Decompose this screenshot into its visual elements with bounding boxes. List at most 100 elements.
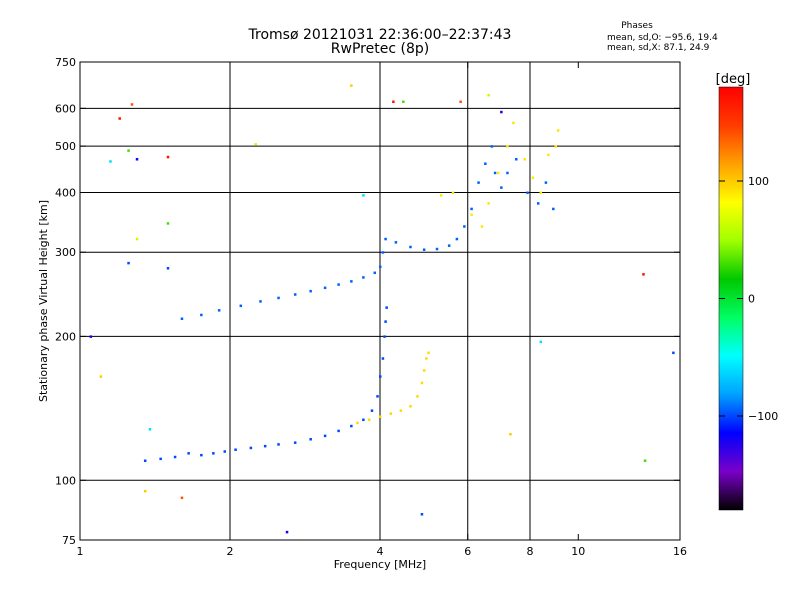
grid-lines: [80, 62, 680, 540]
data-point: [420, 381, 424, 385]
data-point: [367, 418, 371, 422]
data-point: [402, 100, 405, 104]
data-point: [89, 335, 93, 338]
data-point: [480, 225, 484, 228]
data-point: [506, 145, 509, 148]
phase-stats-x: mean, sd,X: 87.1, 24.9: [607, 43, 710, 53]
data-point: [323, 286, 327, 290]
data-point: [496, 171, 500, 175]
data-point: [526, 191, 529, 194]
data-point: [180, 496, 184, 500]
colorbar-tick-label: 100: [748, 175, 769, 188]
data-point: [556, 129, 560, 132]
data-point: [487, 202, 490, 205]
data-point: [642, 273, 645, 276]
data-point: [447, 244, 451, 247]
y-tick-label: 750: [55, 56, 76, 69]
data-point: [373, 271, 377, 275]
data-point: [109, 160, 112, 163]
data-points: [89, 84, 675, 534]
y-tick-label: 100: [55, 474, 76, 487]
data-point: [643, 459, 647, 462]
data-point: [187, 452, 190, 455]
data-point: [409, 245, 412, 249]
data-point: [293, 293, 297, 296]
data-point: [99, 375, 103, 378]
data-point: [135, 158, 139, 161]
data-point: [337, 283, 340, 286]
data-point: [200, 313, 203, 317]
data-point: [416, 395, 419, 398]
colorbar-ticks: 100 0 −100: [719, 175, 778, 423]
data-point: [422, 248, 426, 251]
x-tick-label: 8: [527, 545, 534, 558]
data-point: [323, 434, 327, 438]
x-tick-label: 1: [77, 545, 84, 558]
data-point: [506, 171, 509, 175]
data-point: [180, 317, 184, 320]
data-point: [362, 194, 365, 197]
chart-title: Tromsø 20121031 22:36:00–22:37:43: [248, 27, 512, 43]
data-point: [166, 222, 170, 225]
data-point: [350, 84, 353, 87]
data-point: [130, 103, 134, 106]
data-point: [379, 375, 382, 378]
data-point: [118, 117, 121, 120]
data-point: [451, 191, 455, 194]
data-point: [515, 158, 518, 161]
data-point: [409, 405, 412, 408]
data-point: [173, 455, 177, 459]
data-point: [547, 153, 550, 157]
data-point: [350, 424, 353, 428]
data-point: [239, 304, 243, 308]
data-point: [285, 530, 289, 534]
data-point: [435, 247, 439, 251]
data-point: [427, 351, 430, 355]
y-tick-label: 400: [55, 186, 76, 199]
data-point: [381, 251, 385, 254]
data-point: [500, 110, 503, 114]
data-point: [477, 181, 480, 184]
data-point: [536, 202, 540, 205]
data-point: [337, 429, 340, 433]
y-tick-label: 200: [55, 330, 76, 343]
data-point: [509, 432, 512, 436]
data-point: [350, 280, 353, 283]
data-point: [127, 261, 130, 265]
data-point: [249, 446, 253, 450]
data-point: [223, 450, 227, 453]
data-point: [148, 428, 152, 431]
y-tick-label: 75: [62, 534, 76, 547]
data-point: [277, 296, 280, 300]
data-point: [493, 171, 497, 175]
data-point: [200, 453, 203, 457]
data-point: [672, 351, 675, 355]
data-point: [455, 237, 459, 241]
data-point: [263, 444, 267, 448]
data-point: [384, 320, 387, 323]
data-point: [399, 409, 403, 412]
data-point: [500, 186, 503, 189]
data-point: [135, 237, 139, 241]
x-tick-label: 6: [464, 545, 471, 558]
data-point: [470, 213, 473, 216]
data-point: [293, 441, 297, 444]
data-point: [254, 143, 257, 146]
data-point: [425, 357, 428, 360]
data-point: [544, 181, 548, 184]
data-point: [362, 276, 365, 279]
data-point: [512, 121, 515, 125]
data-point: [143, 459, 147, 462]
x-tick-label: 2: [227, 545, 234, 558]
colorbar-tick-label: 0: [748, 293, 755, 306]
data-point: [234, 448, 237, 451]
data-point: [523, 158, 527, 161]
data-point: [259, 300, 262, 303]
data-point: [309, 289, 312, 293]
data-point: [379, 265, 382, 269]
y-tick-label: 600: [55, 102, 76, 115]
y-axis-label: Stationary phase Virtual Height [km]: [37, 200, 50, 402]
data-point: [420, 513, 424, 516]
data-point: [356, 421, 359, 425]
